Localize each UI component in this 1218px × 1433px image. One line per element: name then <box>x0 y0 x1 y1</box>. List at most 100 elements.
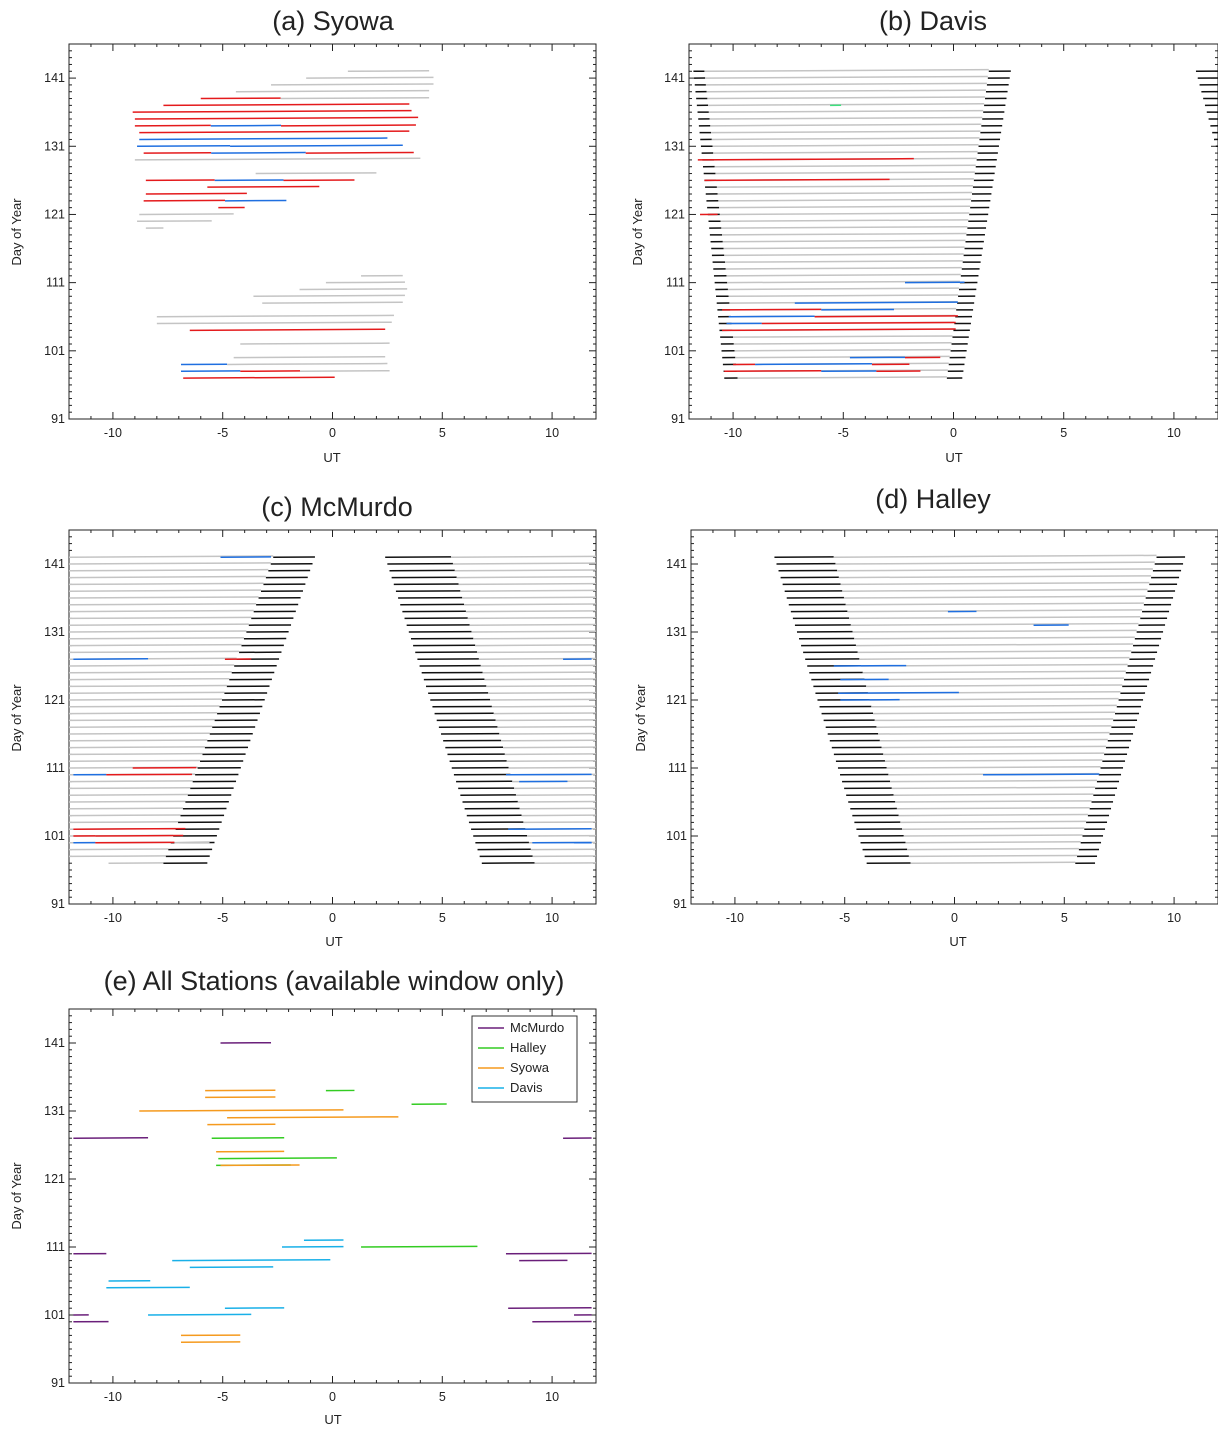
data-line <box>707 97 985 99</box>
data-line <box>838 693 959 694</box>
data-line <box>718 199 971 200</box>
y-tick-label: 91 <box>51 1376 65 1390</box>
data-line <box>755 364 872 365</box>
data-line <box>69 815 180 816</box>
data-line <box>724 247 965 248</box>
x-tick-label: -5 <box>838 426 849 440</box>
y-tick-label: 91 <box>51 897 65 911</box>
plot-frame <box>689 44 1218 419</box>
data-line <box>69 849 168 850</box>
data-line <box>69 583 263 584</box>
data-line <box>148 1314 251 1315</box>
data-line <box>69 590 261 591</box>
data-line <box>69 617 251 618</box>
data-line <box>899 815 1088 816</box>
data-line <box>853 630 1137 632</box>
data-line <box>721 227 967 228</box>
data-line <box>698 159 914 160</box>
data-line <box>890 780 1097 781</box>
data-line <box>69 624 249 625</box>
y-axis-label: Day of Year <box>9 198 24 266</box>
chart-title: (b) Davis <box>879 6 987 36</box>
data-line <box>728 288 959 289</box>
data-line <box>713 152 977 153</box>
series-davis <box>693 70 1218 378</box>
data-line <box>713 145 979 147</box>
y-tick-label: 131 <box>44 625 65 639</box>
data-line <box>707 90 986 92</box>
x-tick-label: 10 <box>545 426 559 440</box>
data-line <box>885 760 1102 761</box>
data-line <box>306 152 414 153</box>
data-line <box>146 193 247 194</box>
data-line <box>230 145 403 146</box>
data-line <box>871 705 1116 706</box>
y-tick-label: 141 <box>44 1036 65 1050</box>
data-line <box>724 254 963 255</box>
data-line <box>471 631 596 632</box>
y-tick-label: 131 <box>664 139 685 153</box>
data-line <box>492 706 596 707</box>
data-line <box>464 604 596 605</box>
data-line <box>466 611 596 612</box>
data-line <box>907 849 1079 850</box>
data-line <box>834 555 1157 557</box>
data-line <box>878 733 1109 734</box>
data-line <box>453 563 596 564</box>
y-tick-label: 91 <box>673 897 687 911</box>
data-line <box>983 774 1099 775</box>
legend-label: Halley <box>510 1040 547 1055</box>
y-tick-label: 121 <box>44 693 65 707</box>
data-line <box>719 206 970 207</box>
data-line <box>483 672 596 673</box>
data-line <box>717 186 973 187</box>
chart-title: (d) Halley <box>875 484 991 514</box>
x-tick-label: -10 <box>104 426 122 440</box>
data-line <box>481 665 596 666</box>
x-tick-label: -10 <box>104 911 122 925</box>
data-line <box>494 713 596 714</box>
legend-label: McMurdo <box>510 1020 564 1035</box>
data-line <box>69 706 220 707</box>
data-line <box>737 377 946 378</box>
data-line <box>849 617 1140 619</box>
data-line <box>704 70 988 72</box>
series-mcmurdo <box>69 556 596 863</box>
data-line <box>69 795 188 796</box>
data-line <box>227 1117 398 1118</box>
data-line <box>501 740 596 741</box>
data-line <box>69 611 254 612</box>
data-line <box>497 727 596 728</box>
data-line <box>473 638 596 639</box>
x-axis-label: UT <box>945 450 962 465</box>
data-line <box>897 808 1090 809</box>
data-line <box>69 631 246 632</box>
x-axis-label: UT <box>325 934 342 949</box>
data-line <box>718 193 972 194</box>
data-line <box>854 637 1135 639</box>
y-tick-label: 141 <box>664 71 685 85</box>
data-line <box>281 98 429 99</box>
data-line <box>300 289 408 290</box>
data-line <box>710 117 983 119</box>
x-tick-label: -10 <box>726 911 744 925</box>
data-line <box>894 794 1094 795</box>
y-tick-label: 111 <box>46 761 65 775</box>
data-line <box>271 84 433 85</box>
data-line <box>883 753 1104 754</box>
data-line <box>69 733 210 734</box>
data-line <box>240 343 389 344</box>
data-line <box>735 350 951 351</box>
series-halley <box>212 1090 478 1247</box>
data-line <box>841 583 1150 585</box>
data-line <box>837 569 1153 571</box>
data-line <box>455 570 596 571</box>
data-line <box>69 760 200 761</box>
data-line <box>207 187 319 188</box>
data-line <box>712 138 980 140</box>
data-line <box>911 862 1076 863</box>
x-tick-label: 5 <box>1061 911 1068 925</box>
